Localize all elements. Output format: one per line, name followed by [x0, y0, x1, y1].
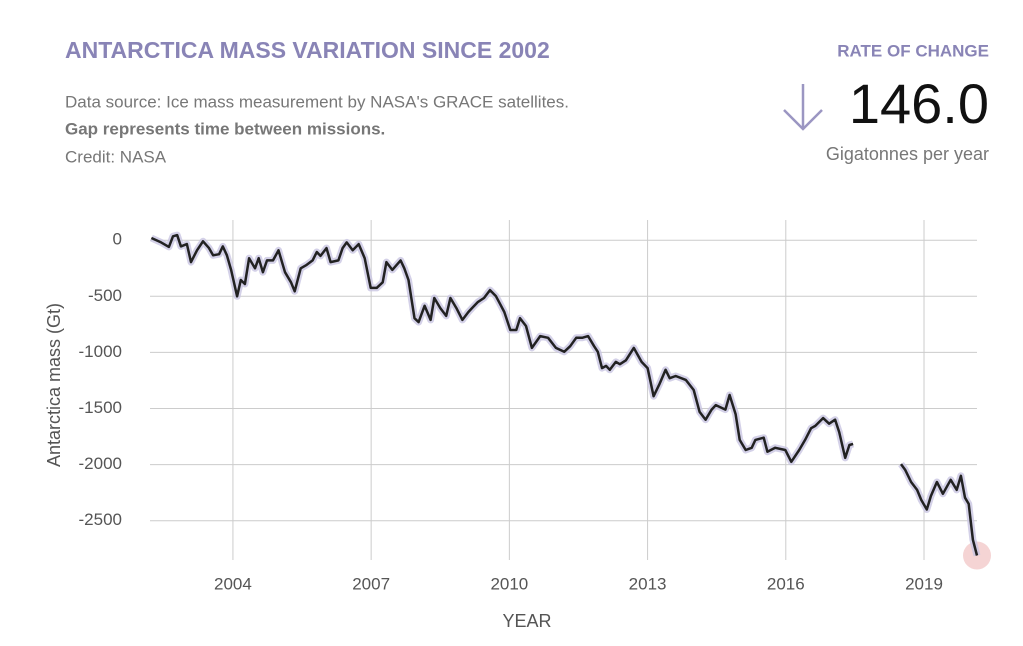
y-tick-label: -1000 [79, 342, 122, 361]
y-tick-label: 0 [113, 230, 122, 249]
chart-title: ANTARCTICA MASS VARIATION SINCE 2002 [65, 37, 550, 63]
x-tick-label: 2007 [352, 574, 390, 593]
x-tick-label: 2016 [767, 574, 805, 593]
x-tick-label: 2013 [629, 574, 667, 593]
y-axis-label: Antarctica mass (Gt) [44, 303, 64, 467]
rate-unit: Gigatonnes per year [826, 144, 989, 164]
y-tick-label: -500 [88, 286, 122, 305]
down-arrow [783, 84, 823, 131]
x-tick-label: 2019 [905, 574, 943, 593]
credit: Credit: NASA [65, 147, 167, 166]
x-tick-label: 2004 [214, 574, 252, 593]
x-axis-label: YEAR [502, 611, 551, 631]
source: Data source: Ice mass measurement by NAS… [65, 92, 569, 111]
rate-label: RATE OF CHANGE [837, 41, 989, 60]
y-tick-label: -2000 [79, 454, 122, 473]
uncertainty-band [149, 231, 981, 557]
x-tick-label: 2010 [490, 574, 528, 593]
highlight-marker [963, 541, 991, 570]
y-tick-label: -2500 [79, 510, 122, 529]
y-tick-label: -1500 [79, 398, 122, 417]
note: Gap represents time between missions. [65, 119, 385, 138]
rate-value: 146.0 [849, 72, 989, 135]
line [150, 233, 979, 556]
